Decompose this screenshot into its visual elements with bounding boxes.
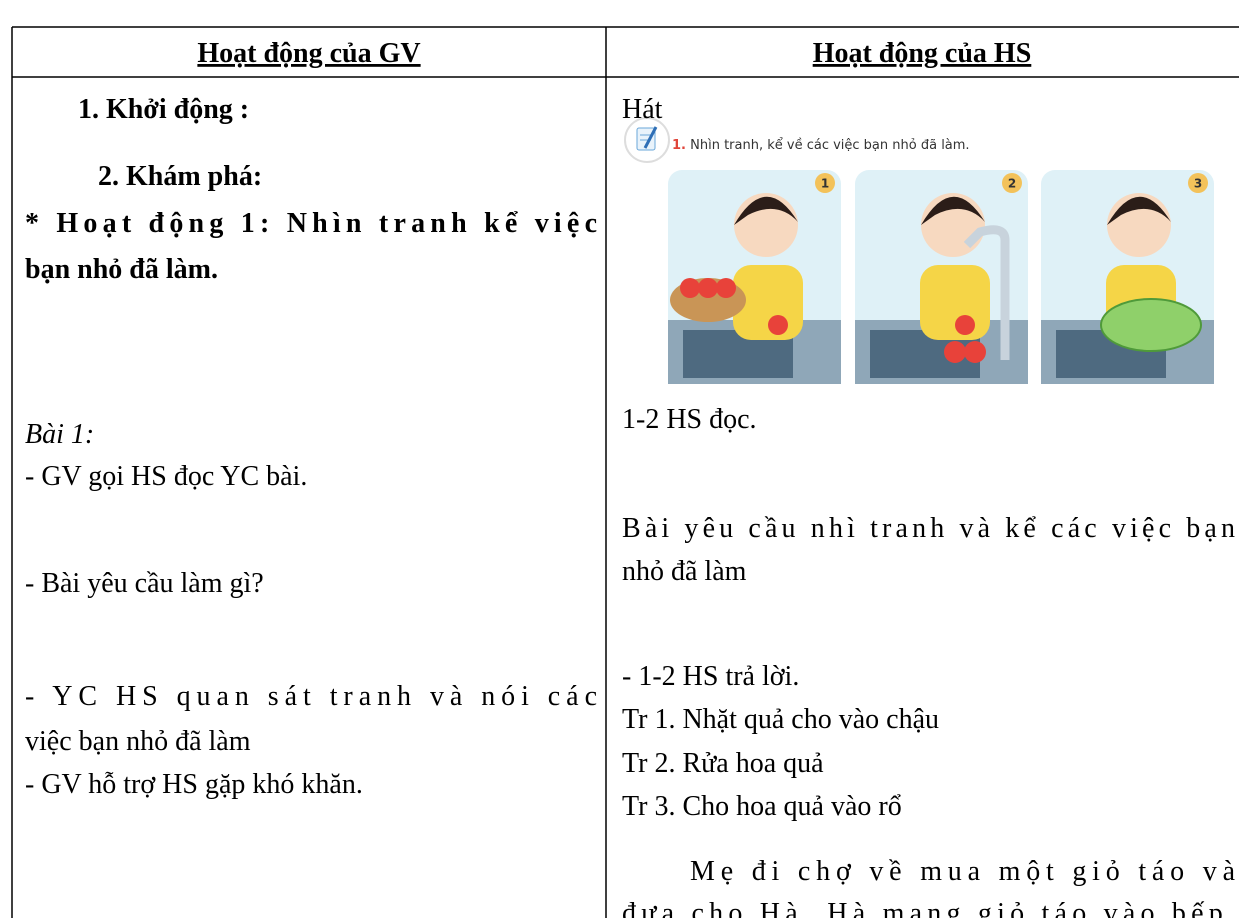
apple (716, 278, 736, 298)
hair (734, 196, 798, 225)
text-line: Tr 3. Cho hoa quả vào rổ (622, 791, 902, 822)
caption-number: 1. (672, 138, 686, 153)
table-grid (11, 26, 1239, 918)
text-line: - GV hỗ trợ HS gặp khó khăn. (25, 769, 363, 800)
text-line: - Bài yêu cầu làm gì? (25, 568, 264, 599)
faucet (963, 225, 1010, 360)
badge: 1 (821, 177, 829, 191)
text-line: * Hoạt động 1: Nhìn tranh kể việc (25, 208, 597, 239)
text-line: Mẹ đi chợ về mua một giỏ táo và (690, 856, 1236, 887)
text-line: Bài 1: (25, 419, 94, 450)
shirt (920, 265, 990, 340)
badge-bg (815, 173, 835, 193)
picture: 3 (1041, 170, 1214, 384)
picture: 2 (855, 170, 1028, 384)
badge: 2 (1008, 177, 1016, 191)
badge-bg (1188, 173, 1208, 193)
figure-caption: 1. Nhìn tranh, kể về các việc bạn nhỏ đã… (672, 138, 970, 153)
text-line: - 1-2 HS trả lời. (622, 661, 799, 692)
header-right: Hoạt động của HS (813, 38, 1032, 69)
text-line: - YC HS quan sát tranh và nói các (25, 681, 597, 712)
text-line: 2. Khám phá: (98, 161, 262, 192)
pictures: 1 2 3 (668, 170, 1214, 384)
apple (955, 315, 975, 335)
text-line: bạn nhỏ đã làm. (25, 254, 218, 285)
apple (768, 315, 788, 335)
badge-bg (1002, 173, 1022, 193)
basket (1100, 298, 1202, 352)
hair (921, 196, 985, 225)
text-line: Tr 1. Nhặt quả cho vào chậu (622, 704, 939, 735)
apple (698, 278, 718, 298)
apple (944, 341, 966, 363)
header-left: Hoạt động của GV (197, 38, 420, 69)
badge: 3 (1194, 177, 1202, 191)
text-line: Tr 2. Rửa hoa quả (622, 748, 824, 779)
picture: 1 (668, 170, 841, 384)
text-line: nhỏ đã làm (622, 556, 747, 587)
text-line: Bài yêu cầu nhì tranh và kể các việc bạn (622, 513, 1235, 544)
text-line: - GV gọi HS đọc YC bài. (25, 461, 307, 492)
text-line: 1. Khởi động : (78, 94, 249, 125)
apple (964, 341, 986, 363)
text-line: 1-2 HS đọc. (622, 404, 757, 435)
left-column: 1. Khởi động : 2. Khám phá: * Hoạt động 1:… (25, 94, 597, 800)
caption-text: Nhìn tranh, kể về các việc bạn nhỏ đã là… (690, 138, 969, 153)
apple (680, 278, 700, 298)
figure: 1. Nhìn tranh, kể về các việc bạn nhỏ đã… (624, 117, 970, 163)
text-line: Hát (622, 94, 663, 125)
text-line: đưa cho Hà. Hà mang giỏ táo vào bếp, (622, 898, 1235, 918)
text-line: việc bạn nhỏ đã làm (25, 726, 251, 757)
hair (1107, 196, 1171, 225)
